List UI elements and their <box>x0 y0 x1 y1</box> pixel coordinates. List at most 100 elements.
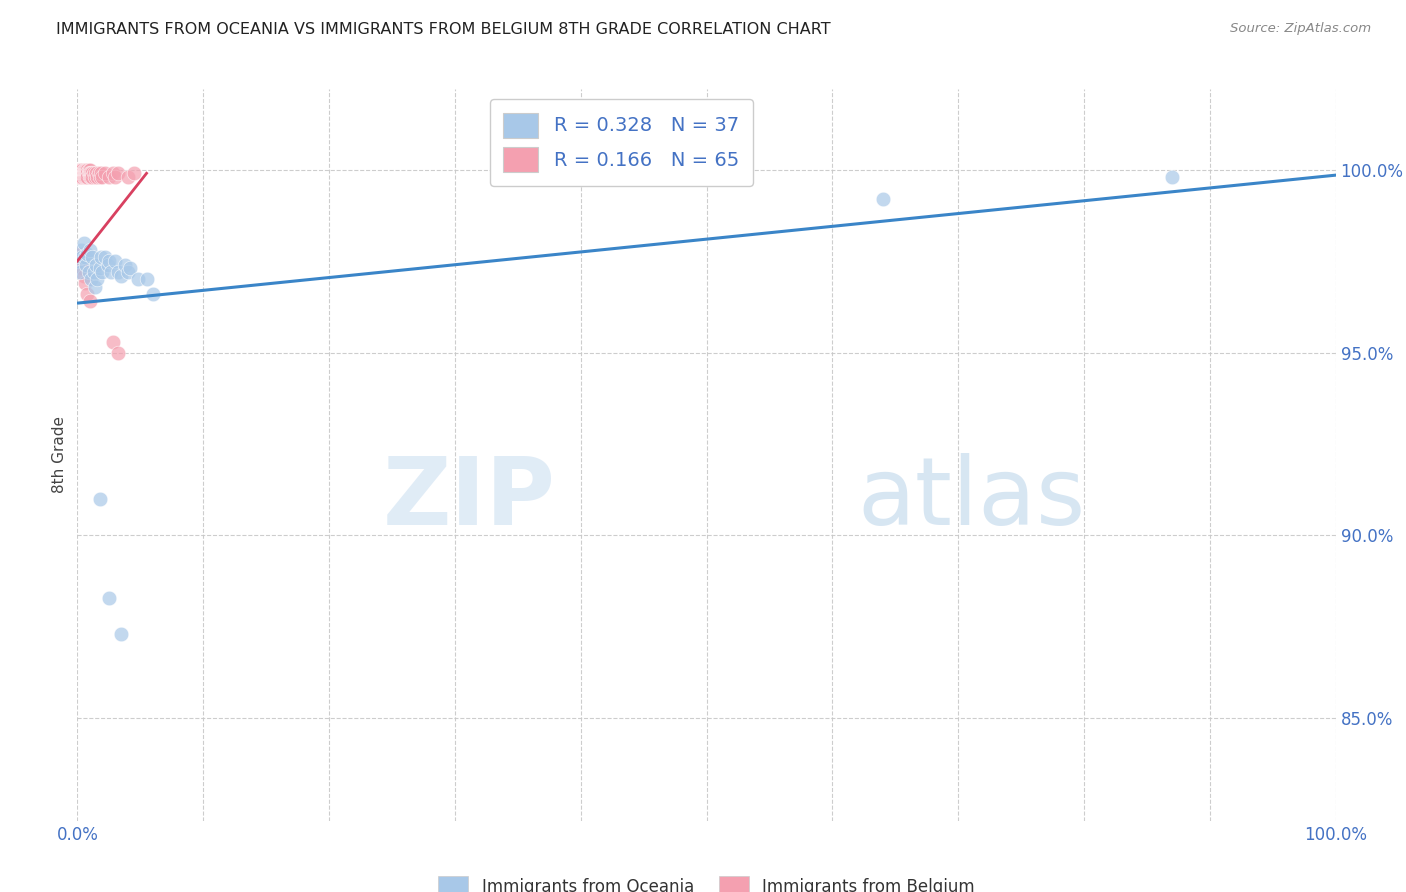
Point <box>72 235 94 250</box>
Point <box>80 272 103 286</box>
Point <box>101 334 124 349</box>
Point <box>73 166 96 180</box>
Point <box>79 243 101 257</box>
Legend: Immigrants from Oceania, Immigrants from Belgium: Immigrants from Oceania, Immigrants from… <box>432 869 981 892</box>
Text: ZIP: ZIP <box>382 453 555 545</box>
Point <box>70 243 93 257</box>
Point <box>67 162 90 177</box>
Point <box>67 166 90 180</box>
Point <box>1161 169 1184 184</box>
Point <box>70 166 93 180</box>
Point <box>89 169 111 184</box>
Point <box>82 169 104 184</box>
Point <box>76 166 98 180</box>
Point <box>100 265 122 279</box>
Point <box>142 287 165 301</box>
Point <box>120 261 142 276</box>
Point <box>84 258 107 272</box>
Point <box>135 272 157 286</box>
Point <box>76 287 98 301</box>
Point <box>107 265 129 279</box>
Point <box>67 162 90 177</box>
Point <box>117 265 139 279</box>
Point <box>77 166 100 180</box>
Point <box>72 251 94 265</box>
Point <box>872 192 894 206</box>
Point <box>90 251 112 265</box>
Point <box>70 254 93 268</box>
Point <box>72 166 94 180</box>
Point <box>117 169 139 184</box>
Point <box>84 169 107 184</box>
Point <box>84 166 107 180</box>
Point <box>69 247 91 261</box>
Point <box>82 166 104 180</box>
Point <box>69 166 91 180</box>
Point <box>91 169 114 184</box>
Point <box>87 166 110 180</box>
Point <box>94 251 117 265</box>
Point <box>76 247 98 261</box>
Point <box>69 162 91 177</box>
Point <box>114 258 136 272</box>
Point <box>75 166 97 180</box>
Point <box>70 166 93 180</box>
Point <box>75 162 97 177</box>
Point <box>107 345 129 359</box>
Point <box>67 166 90 180</box>
Point <box>89 261 111 276</box>
Point <box>101 166 124 180</box>
Point <box>75 169 97 184</box>
Point <box>84 279 107 293</box>
Point <box>80 166 103 180</box>
Point <box>80 169 103 184</box>
Point <box>72 261 94 276</box>
Point <box>72 166 94 180</box>
Point <box>69 162 91 177</box>
Point <box>69 265 91 279</box>
Point <box>70 169 93 184</box>
Point <box>79 294 101 309</box>
Point <box>72 268 94 283</box>
Point <box>127 272 149 286</box>
Text: IMMIGRANTS FROM OCEANIA VS IMMIGRANTS FROM BELGIUM 8TH GRADE CORRELATION CHART: IMMIGRANTS FROM OCEANIA VS IMMIGRANTS FR… <box>56 22 831 37</box>
Point <box>97 169 120 184</box>
Point <box>79 169 101 184</box>
Y-axis label: 8th Grade: 8th Grade <box>52 417 67 493</box>
Point <box>67 254 90 268</box>
Point <box>90 166 112 180</box>
Point <box>69 169 91 184</box>
Point <box>72 169 94 184</box>
Point <box>79 162 101 177</box>
Point <box>86 169 108 184</box>
Point <box>76 162 98 177</box>
Point <box>97 591 120 605</box>
Point <box>79 166 101 180</box>
Point <box>70 162 93 177</box>
Point <box>97 254 120 268</box>
Point <box>77 162 100 177</box>
Point <box>107 166 129 180</box>
Point <box>110 268 132 283</box>
Point <box>122 166 145 180</box>
Point <box>77 265 100 279</box>
Point <box>67 169 90 184</box>
Point <box>104 169 127 184</box>
Point <box>96 258 118 272</box>
Point <box>82 251 104 265</box>
Point <box>76 169 98 184</box>
Point <box>75 258 97 272</box>
Point <box>72 169 94 184</box>
Point <box>73 276 96 290</box>
Point <box>69 166 91 180</box>
Point <box>110 627 132 641</box>
Point <box>86 272 108 286</box>
Point <box>72 162 94 177</box>
Point <box>89 491 111 506</box>
Point <box>73 169 96 184</box>
Text: atlas: atlas <box>858 453 1085 545</box>
Point <box>91 265 114 279</box>
Point <box>83 265 105 279</box>
Point <box>72 166 94 180</box>
Point <box>73 162 96 177</box>
